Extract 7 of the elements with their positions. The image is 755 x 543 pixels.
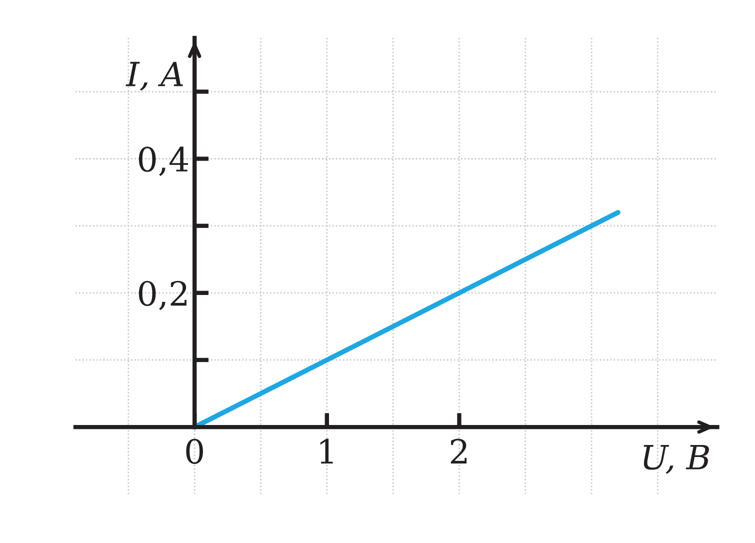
x-tick-label: 1 xyxy=(320,438,333,464)
y-tick-label: 0,4 xyxy=(138,146,188,176)
y-axis-title: I, A xyxy=(126,62,183,91)
x-tick-label: 2 xyxy=(450,438,467,464)
x-tick-label: 0 xyxy=(186,438,203,464)
x-axis-title: U, В xyxy=(644,444,709,474)
y-tick-label: 0,2 xyxy=(138,280,186,310)
